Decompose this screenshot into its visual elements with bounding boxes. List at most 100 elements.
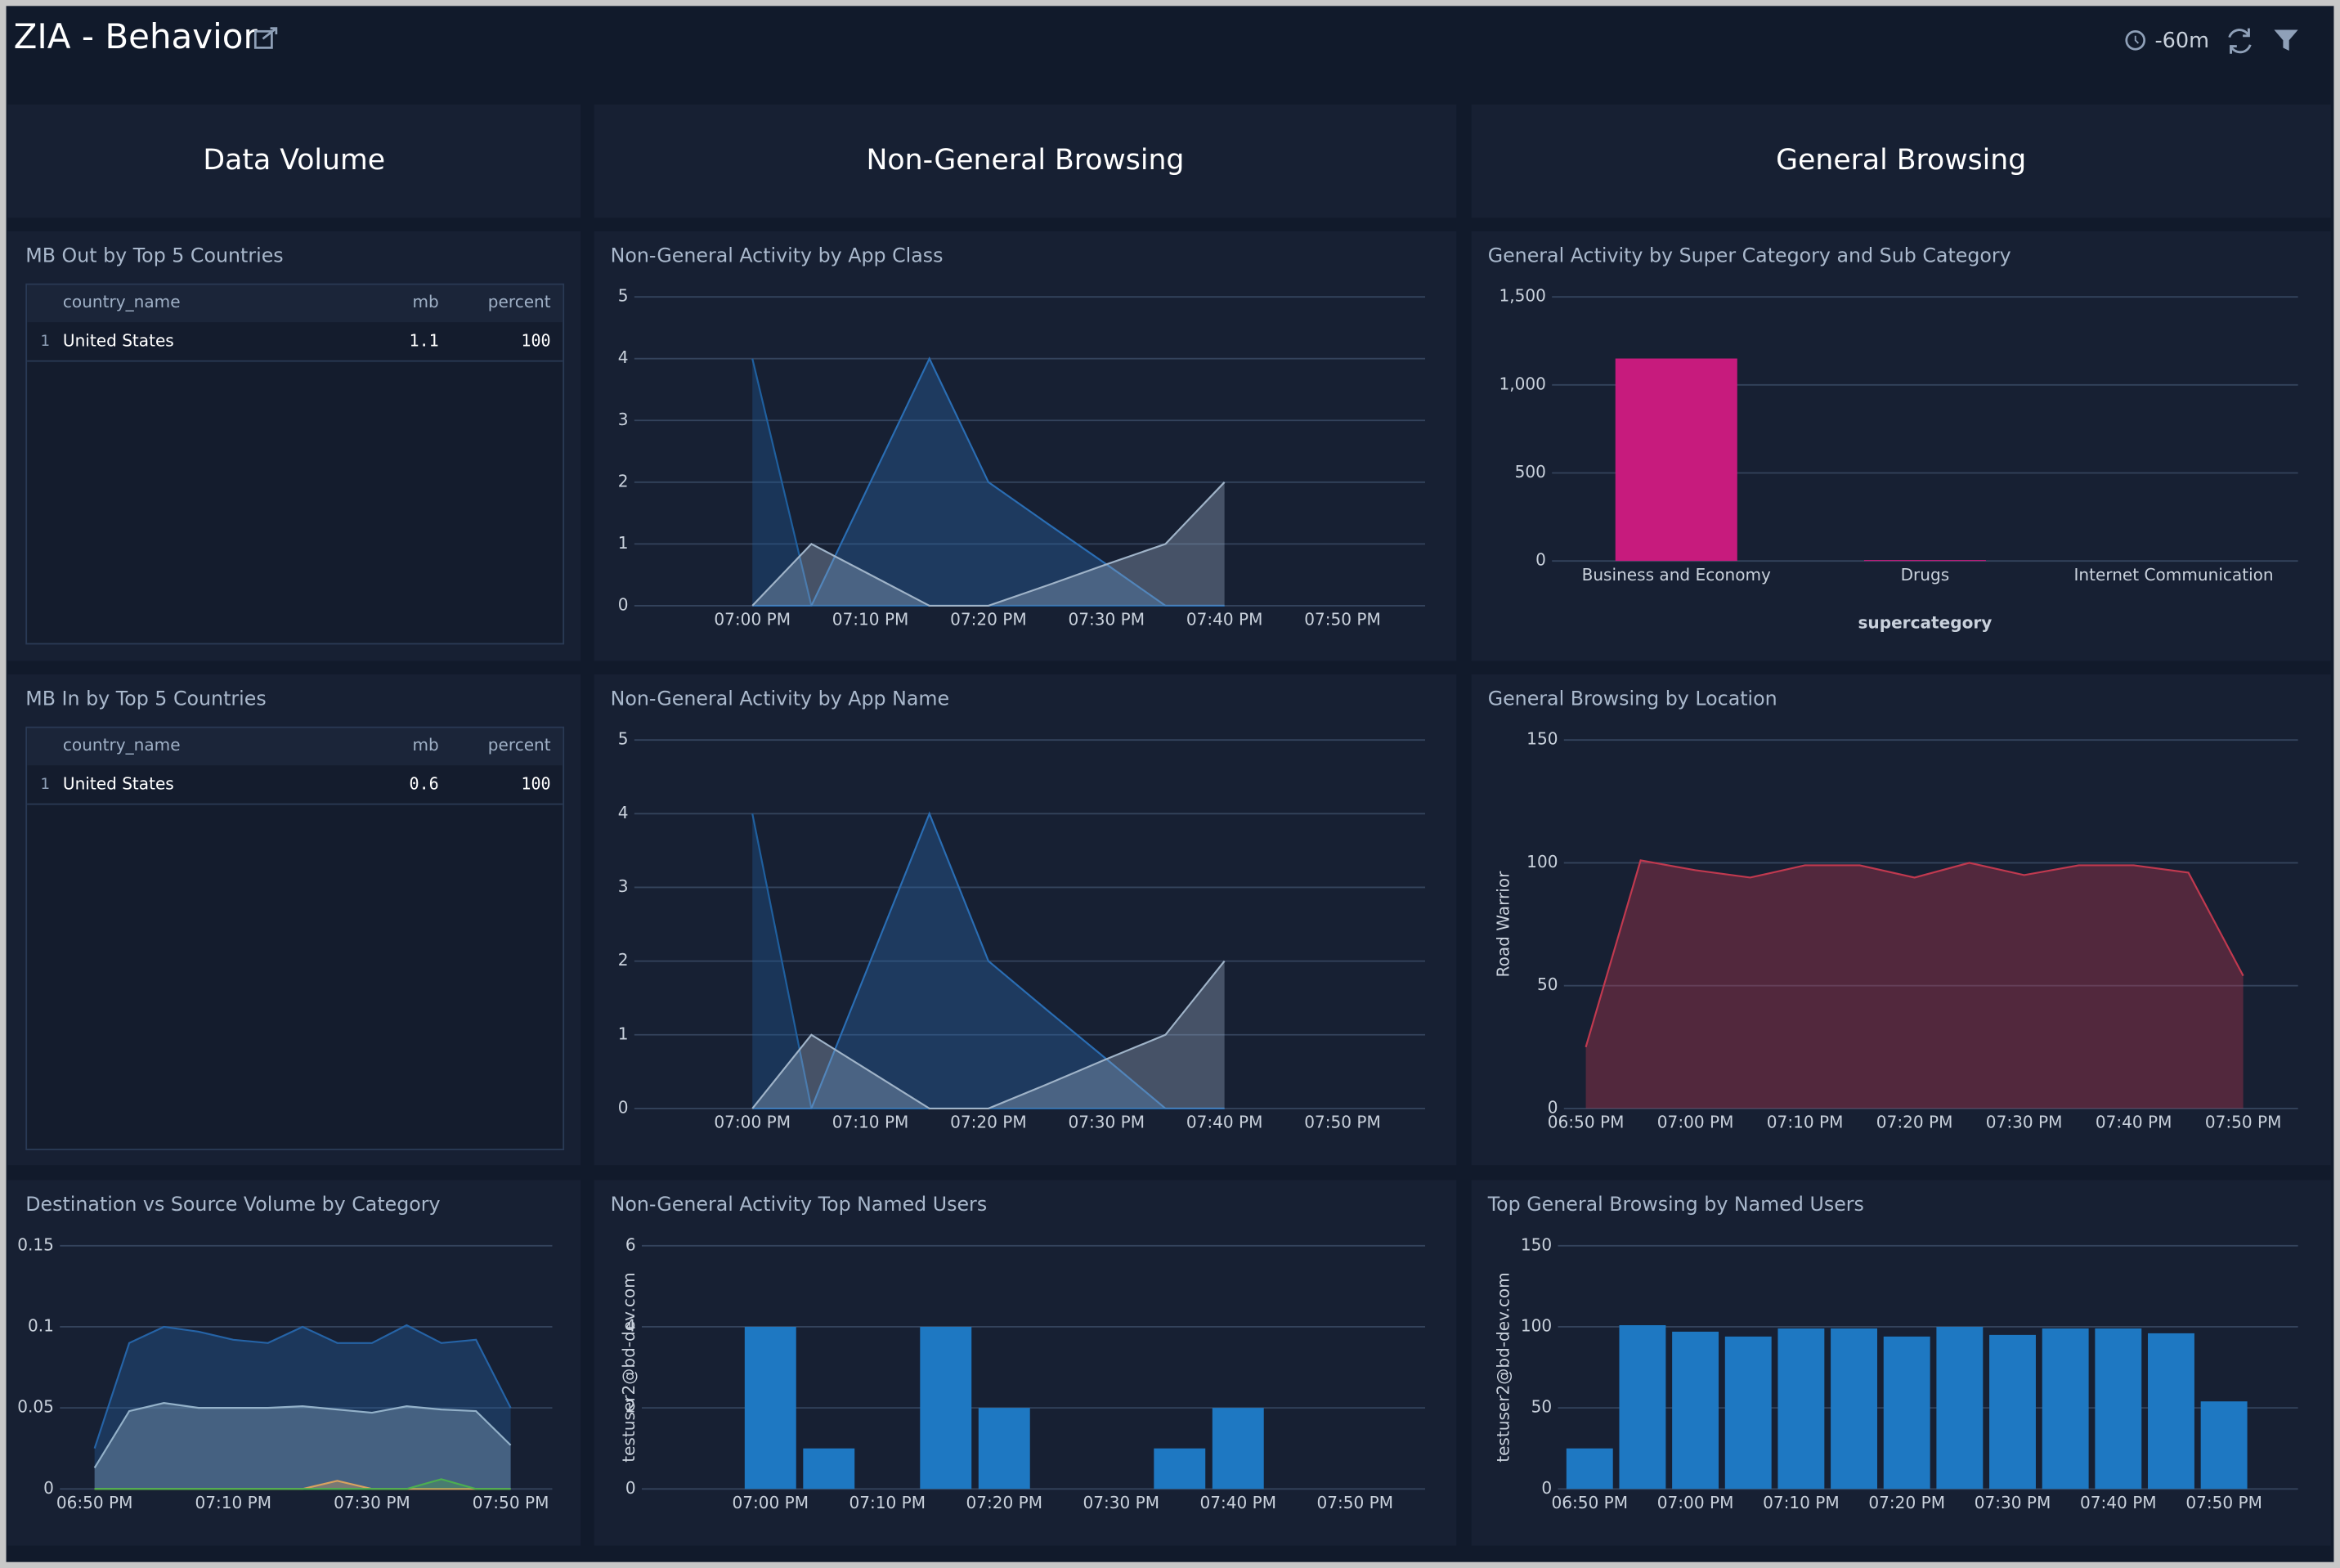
column-header: country_name [63,292,181,311]
panel [1471,674,2331,1166]
y-tick-label: 500 [1515,462,1546,482]
table-cell: 1.1 [410,330,439,350]
x-tick-label: 07:10 PM [832,1113,909,1132]
panels: Data Volume Non-General Browsing General B… [7,104,2331,1546]
x-tick-label: 07:40 PM [1199,1493,1276,1512]
x-tick-label: Drugs [1901,565,1950,585]
x-tick-label: 07:50 PM [473,1493,549,1512]
y-tick-label: 1 [618,1024,629,1043]
panel-title: General Activity by Super Category and S… [1488,244,2011,267]
column-header: mb [413,735,439,755]
bar [2095,1328,2142,1490]
bar [1566,1448,1613,1490]
y-tick-label: 0.1 [28,1315,54,1335]
x-tick-label: 07:30 PM [1068,610,1145,629]
y-tick-label: 0 [1548,1097,1558,1117]
refresh-icon[interactable] [2228,28,2252,54]
row-index: 1 [41,333,51,350]
y-tick-label: 1 [618,533,629,553]
x-tick-label: 07:50 PM [1316,1493,1393,1512]
line [751,960,1226,1110]
line [752,811,1225,1110]
section-panel [7,104,581,218]
x-tick-label: 07:20 PM [966,1493,1042,1512]
bar [1672,1331,1719,1490]
y-tick-label: 0.05 [17,1397,54,1417]
y-tick-label: 0 [618,1097,629,1117]
line [94,1478,511,1490]
x-tick-label: 07:40 PM [1186,1113,1263,1132]
x-tick-label: 06:50 PM [56,1493,133,1512]
bar [1989,1334,2036,1490]
x-tick-label: 07:20 PM [1876,1113,1953,1132]
x-tick-label: 07:50 PM [1304,1113,1381,1132]
time-range-button[interactable]: -60m [2125,29,2209,53]
panel-title: Destination vs Source Volume by Category [25,1193,440,1216]
y-tick-label: 4 [625,1315,636,1335]
line [752,356,1225,607]
x-axis-label: supercategory [1858,612,1992,632]
panel-title: Top General Browsing by Named Users [1487,1193,1864,1216]
bar [1883,1336,1930,1490]
line [751,482,1226,607]
x-tick-label: 07:10 PM [849,1493,926,1512]
bar [920,1326,972,1490]
panel-title: General Browsing by Location [1488,687,1777,710]
x-tick-label: 07:30 PM [1986,1113,2063,1132]
y-tick-label: 4 [618,347,629,367]
y-tick-label: 2 [618,471,629,491]
bar [2148,1333,2194,1490]
bar [978,1408,1030,1490]
column-header: percent [488,292,551,311]
x-tick-label: 07:20 PM [950,610,1027,629]
section-title: Non-General Browsing [867,144,1185,177]
x-tick-label: 06:50 PM [1551,1493,1628,1512]
column-header: country_name [63,735,181,755]
x-tick-label: 07:20 PM [1868,1493,1945,1512]
section-panel [594,104,1457,218]
bar [744,1326,796,1490]
y-tick-label: 50 [1537,974,1558,994]
table-frame [25,726,565,1151]
area [752,813,1225,1109]
y-tick-label: 0 [43,1478,54,1498]
y-tick-label: 3 [618,410,629,429]
section-title: Data Volume [203,144,385,177]
y-tick-label: 3 [618,876,629,896]
x-tick-label: Internet Communication [2073,565,2273,585]
row-index: 1 [41,776,51,793]
y-tick-label: 100 [1526,852,1558,871]
area [752,813,1225,1109]
x-tick-label: 07:40 PM [2080,1493,2157,1512]
section-panel [1471,104,2331,218]
table-cell: 0.6 [410,773,439,793]
line [1585,859,2244,1048]
table-header [27,284,563,323]
y-tick-label: 1,000 [1499,374,1545,393]
y-tick-label: 150 [1526,729,1558,749]
table-cell: 100 [521,330,550,350]
x-tick-label: 07:10 PM [1767,1113,1844,1132]
y-tick-label: 1,500 [1499,286,1545,306]
y-axis-label: testuser2@bd-dev.com [1493,1272,1513,1462]
x-tick-label: Business and Economy [1582,565,1771,585]
y-tick-label: 0.15 [17,1234,54,1254]
line [93,1324,512,1449]
x-tick-label: 07:10 PM [832,610,909,629]
filter-icon[interactable] [2274,29,2298,52]
y-tick-label: 0 [1535,550,1546,570]
x-tick-label: 07:40 PM [2096,1113,2172,1132]
section-title: General Browsing [1776,144,2026,177]
panel-title: Non-General Activity by App Class [611,244,944,267]
clock-icon [2125,29,2146,51]
area [752,358,1225,606]
x-tick-label: 07:00 PM [732,1493,809,1512]
column-header: percent [488,735,551,755]
column-header: mb [413,292,439,311]
x-tick-label: 07:10 PM [195,1493,272,1512]
share-icon[interactable] [253,27,278,49]
x-tick-label: 07:30 PM [334,1493,410,1512]
y-tick-label: 6 [625,1234,636,1254]
area [1585,860,2244,1109]
